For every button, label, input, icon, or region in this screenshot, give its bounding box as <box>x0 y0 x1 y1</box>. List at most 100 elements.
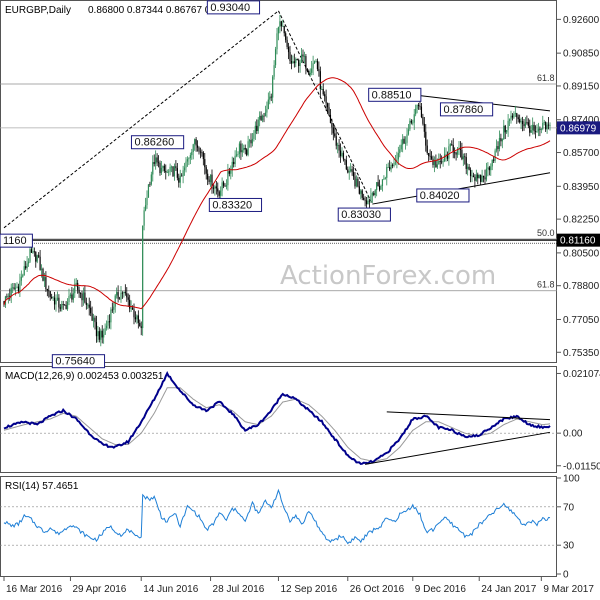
bear-candle-body <box>488 167 490 171</box>
rsi-layer <box>0 488 557 546</box>
bull-candle-body <box>237 153 239 155</box>
bear-candle-body <box>45 277 47 289</box>
bear-candle-body <box>298 60 300 67</box>
bull-candle-body <box>462 156 464 160</box>
x-tick-label: 12 Sep 2016 <box>280 584 337 595</box>
bull-candle-body <box>19 280 21 292</box>
bear-candle-body <box>30 249 33 253</box>
price-tick-label: 0.75350 <box>563 348 600 359</box>
bull-candle-body <box>510 115 512 120</box>
bull-candle-body <box>383 178 385 180</box>
bull-candle-body <box>192 144 194 153</box>
bear-candle-body <box>195 139 197 146</box>
bear-candle-body <box>228 171 230 174</box>
price-callout-label: 0.84020 <box>420 190 460 202</box>
bear-candle-body <box>459 147 462 150</box>
bear-candle-body <box>140 326 142 329</box>
bull-candle-body <box>350 169 352 172</box>
bull-candle-body <box>186 159 189 162</box>
bull-candle-body <box>22 275 24 277</box>
bull-candle-body <box>123 291 125 293</box>
bull-candle-body <box>40 268 43 270</box>
bear-candle-body <box>53 297 56 305</box>
bull-candle-body <box>247 141 249 155</box>
rsi-line <box>3 488 551 545</box>
bull-candle-body <box>182 170 184 177</box>
bull-candle-body <box>147 184 150 198</box>
bull-candle-body <box>337 144 339 146</box>
bear-candle-body <box>134 317 137 320</box>
bear-candle-body <box>204 159 206 168</box>
bull-candle-body <box>542 122 544 129</box>
bear-candle-body <box>469 169 472 177</box>
price-tick-label: 0.80500 <box>563 248 600 259</box>
bear-candle-body <box>428 152 430 156</box>
bull-candle-body <box>74 284 76 294</box>
bull-candle-body <box>442 161 444 162</box>
bear-candle-body <box>117 292 119 299</box>
bear-candle-body <box>42 268 44 281</box>
bear-candle-body <box>339 150 342 157</box>
bull-candle-body <box>114 295 116 307</box>
bear-candle-body <box>137 315 139 323</box>
bear-candle-body <box>198 147 200 152</box>
bear-candle-body <box>363 197 365 200</box>
bull-candle-body <box>485 168 488 180</box>
bear-candle-body <box>326 103 329 108</box>
bear-candle-body <box>90 307 92 314</box>
bear-candle-body <box>287 46 290 53</box>
price-callout-box <box>208 197 263 212</box>
rsi-title: RSI(14) 57.4651 <box>5 481 79 492</box>
bull-candle-body <box>103 334 105 338</box>
bull-candle-body <box>43 277 46 281</box>
bull-candle-body <box>194 139 196 145</box>
bull-candle-body <box>295 58 297 64</box>
bear-candle-body <box>465 157 467 169</box>
bull-candle-body <box>234 155 236 165</box>
bull-candle-body <box>303 56 306 57</box>
bull-candle-body <box>490 166 492 171</box>
bear-candle-body <box>335 136 337 146</box>
bull-candle-body <box>23 266 25 276</box>
bull-candle-body <box>416 105 418 109</box>
bear-candle-body <box>432 158 434 165</box>
bull-candle-body <box>371 193 373 196</box>
bull-candle-body <box>399 149 401 154</box>
bull-candle-body <box>107 321 109 326</box>
bull-candle-body <box>14 287 17 290</box>
bear-candle-body <box>429 155 431 157</box>
x-tick-label: 14 Jun 2016 <box>143 584 198 595</box>
bull-candle-body <box>241 150 243 153</box>
bear-candle-body <box>286 39 288 47</box>
bear-candle-body <box>108 321 111 323</box>
bear-candle-body <box>246 149 248 155</box>
bear-candle-body <box>419 105 421 107</box>
bull-candle-body <box>311 68 313 73</box>
bear-candle-body <box>347 169 349 173</box>
price-callout-label: 0.75640 <box>55 356 95 368</box>
bear-candle-body <box>62 304 64 305</box>
bear-candle-body <box>65 304 67 310</box>
bear-candle-body <box>484 177 486 180</box>
bull-candle-body <box>160 167 163 173</box>
bull-candle-body <box>387 167 389 168</box>
bull-candle-body <box>355 178 358 187</box>
bear-candle-body <box>425 131 427 146</box>
bear-candle-body <box>497 146 499 149</box>
bear-candle-body <box>435 160 437 168</box>
bear-candle-body <box>280 21 282 27</box>
x-tick-label: 29 Apr 2016 <box>72 584 126 595</box>
price-callout-label: 0.86260 <box>134 137 174 149</box>
bear-candle-body <box>365 200 368 205</box>
bear-candle-body <box>240 143 242 153</box>
bull-candle-body <box>264 112 267 116</box>
bull-candle-body <box>415 108 417 115</box>
bull-candle-body <box>549 125 551 126</box>
bear-candle-body <box>534 131 537 132</box>
price-tick-label: 0.85700 <box>563 148 600 159</box>
bear-candle-body <box>422 117 424 124</box>
macd-line <box>3 371 551 465</box>
watermark: ActionForex.com <box>280 261 496 291</box>
